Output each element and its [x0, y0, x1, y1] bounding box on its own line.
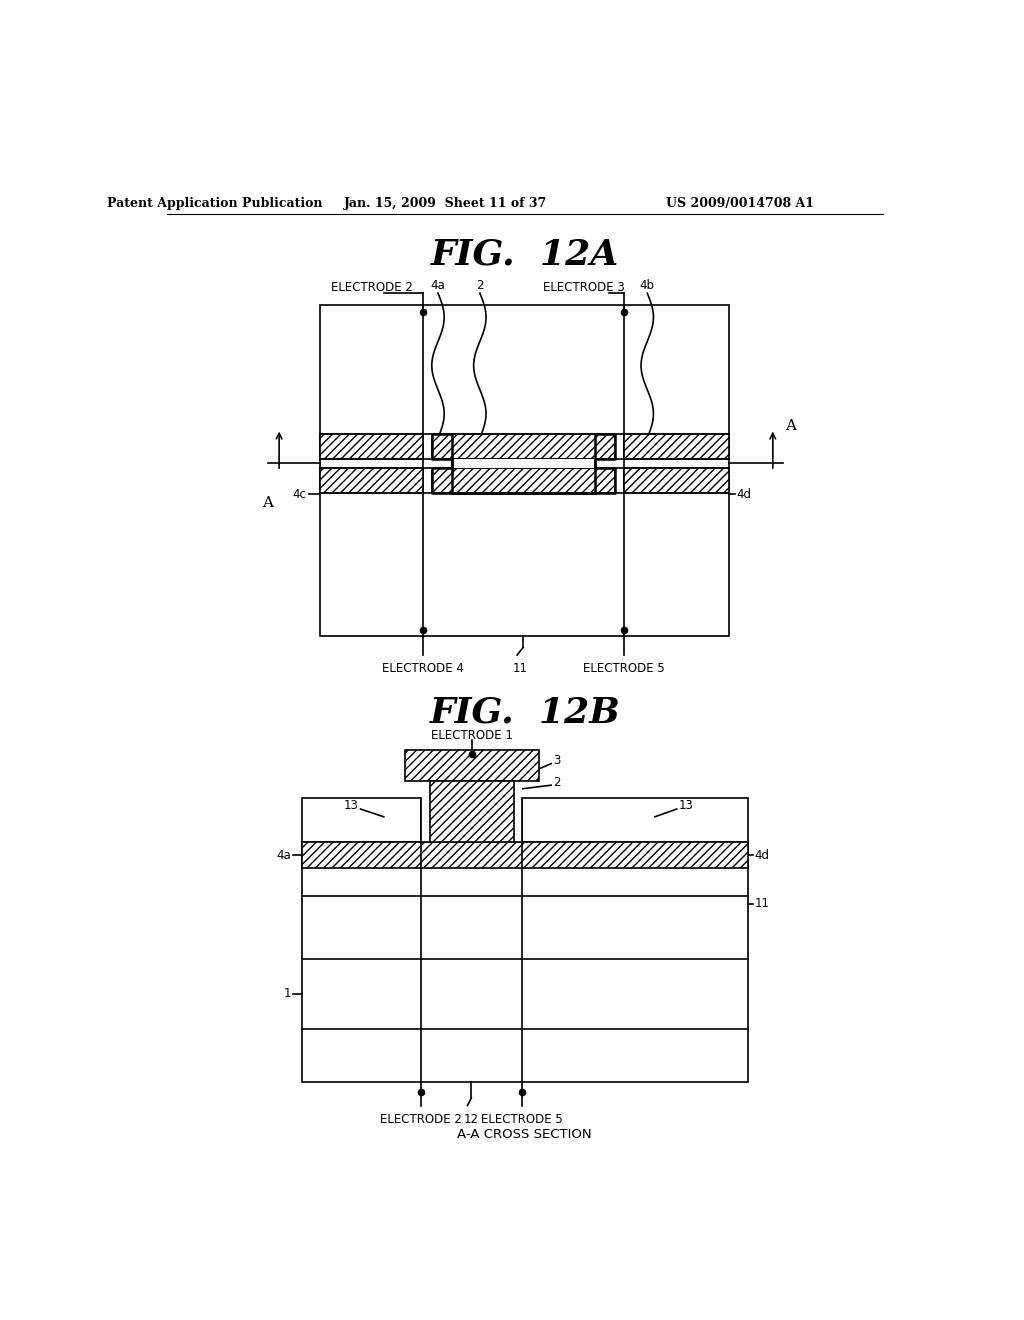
- Text: A-A CROSS SECTION: A-A CROSS SECTION: [458, 1129, 592, 1142]
- Text: A: A: [262, 496, 273, 511]
- Bar: [432, 434, 614, 459]
- Text: ELECTRODE 4: ELECTRODE 4: [382, 661, 464, 675]
- Text: US 2009/0014708 A1: US 2009/0014708 A1: [667, 197, 814, 210]
- Text: 2: 2: [476, 279, 483, 292]
- Text: 4b: 4b: [640, 279, 654, 292]
- Text: ELECTRODE 5: ELECTRODE 5: [583, 661, 665, 675]
- Text: 13: 13: [344, 799, 359, 812]
- Text: Patent Application Publication: Patent Application Publication: [108, 197, 323, 210]
- Text: 4c: 4c: [293, 487, 306, 500]
- Bar: [624, 434, 729, 459]
- Bar: [321, 434, 423, 459]
- Text: 4a: 4a: [431, 279, 445, 292]
- Bar: [452, 459, 595, 469]
- Text: ELECTRODE 3: ELECTRODE 3: [543, 281, 625, 294]
- Text: ELECTRODE 1: ELECTRODE 1: [431, 730, 513, 742]
- Text: 3: 3: [553, 754, 560, 767]
- Text: 2: 2: [553, 776, 560, 788]
- Text: A: A: [785, 420, 797, 433]
- Text: ELECTRODE 2: ELECTRODE 2: [331, 281, 413, 294]
- Text: Jan. 15, 2009  Sheet 11 of 37: Jan. 15, 2009 Sheet 11 of 37: [344, 197, 548, 210]
- Bar: [406, 750, 539, 780]
- Text: 4a: 4a: [276, 849, 291, 862]
- Text: 4d: 4d: [755, 849, 769, 862]
- Bar: [302, 797, 421, 842]
- Bar: [321, 305, 729, 636]
- Text: ELECTRODE 5: ELECTRODE 5: [481, 1113, 562, 1126]
- Bar: [302, 842, 748, 1082]
- Bar: [514, 750, 521, 842]
- Bar: [421, 750, 430, 842]
- Text: 12: 12: [464, 1113, 479, 1126]
- Text: FIG.  12B: FIG. 12B: [429, 696, 621, 730]
- Bar: [321, 469, 423, 492]
- Bar: [432, 469, 614, 492]
- Text: 11: 11: [755, 898, 769, 911]
- Bar: [521, 797, 748, 842]
- Text: 4d: 4d: [736, 487, 752, 500]
- Text: FIG.  12A: FIG. 12A: [431, 238, 618, 272]
- Text: ELECTRODE 2: ELECTRODE 2: [380, 1113, 462, 1126]
- Bar: [302, 842, 748, 869]
- Bar: [430, 780, 514, 842]
- Bar: [624, 469, 729, 492]
- Text: 13: 13: [678, 799, 693, 812]
- Text: 11: 11: [513, 661, 527, 675]
- Text: 1: 1: [284, 987, 291, 1001]
